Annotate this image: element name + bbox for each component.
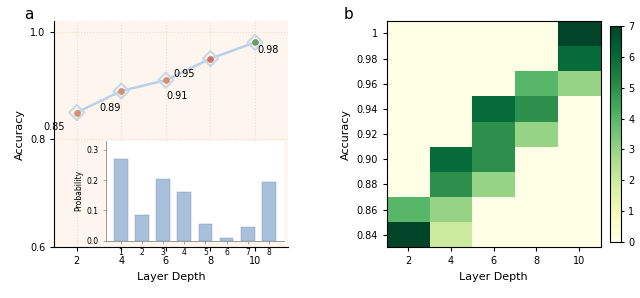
X-axis label: Layer Depth: Layer Depth (137, 272, 205, 282)
Point (72, 110, 82, 115)
Text: 0.89: 0.89 (99, 103, 121, 113)
Point (116, 89, 126, 93)
Point (161, 78, 171, 83)
Text: b: b (344, 7, 354, 22)
Text: 0.98: 0.98 (258, 45, 279, 55)
Point (250, 40, 260, 45)
X-axis label: Layer Depth: Layer Depth (460, 272, 528, 282)
Text: 0.85: 0.85 (44, 122, 65, 132)
Y-axis label: Accuracy: Accuracy (340, 108, 351, 160)
Point (116, 89, 126, 93)
Point (72, 110, 82, 115)
Point (161, 78, 171, 83)
Text: a: a (24, 7, 33, 22)
Point (250, 40, 260, 45)
Point (205, 56, 216, 61)
Text: 0.95: 0.95 (173, 69, 195, 79)
Point (205, 56, 216, 61)
Y-axis label: Accuracy: Accuracy (15, 108, 24, 160)
Text: 0.91: 0.91 (166, 91, 188, 101)
